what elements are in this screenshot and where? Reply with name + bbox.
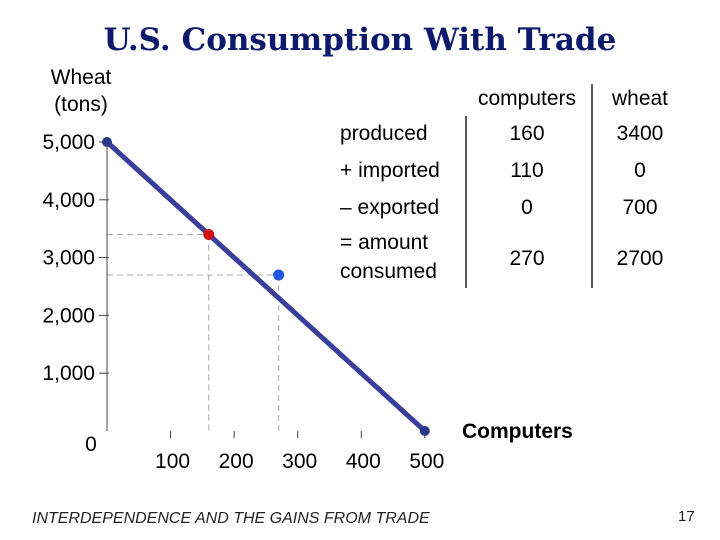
y-ticks: 1,000 2,000 3,000 4,000 5,000 xyxy=(42,131,109,385)
consumption-point xyxy=(273,269,285,281)
row-imported-computers: 110 xyxy=(510,159,543,182)
row-produced-wheat: 3400 xyxy=(617,122,664,145)
y-tick-label: 1,000 xyxy=(42,362,95,385)
row-consumed-label-1: = amount xyxy=(340,231,428,254)
ppf-endpoint-top xyxy=(102,137,112,147)
row-consumed-label-2: consumed xyxy=(340,260,437,283)
guide-lines xyxy=(107,233,280,431)
table-header-wheat: wheat xyxy=(611,87,668,110)
x-axis-label: Computers xyxy=(462,420,573,443)
slide-footer: INTERDEPENDENCE AND THE GAINS FROM TRADE xyxy=(32,510,430,527)
row-consumed-computers: 270 xyxy=(509,247,544,270)
row-produced-label: produced xyxy=(340,122,428,145)
table-header-computers: computers xyxy=(478,87,576,110)
x-tick-label: 100 xyxy=(155,450,190,473)
y-tick-label: 2,000 xyxy=(42,304,95,327)
ppf-line xyxy=(104,139,428,434)
y-axis-label: Wheat (tons) xyxy=(36,64,126,118)
y-axis-label-line-2: (tons) xyxy=(54,93,108,116)
y-tick-label: 3,000 xyxy=(42,247,95,270)
y-axis-label-line-1: Wheat xyxy=(50,66,112,89)
origin-label: 0 xyxy=(85,433,97,456)
x-tick-label: 300 xyxy=(282,450,317,473)
row-imported-wheat: 0 xyxy=(634,159,646,182)
x-tick-label: 400 xyxy=(346,450,381,473)
y-tick-label: 4,000 xyxy=(42,189,95,212)
row-consumed-wheat: 2700 xyxy=(617,247,664,270)
trade-table: computers wheat produced 160 3400 + impo… xyxy=(340,84,668,288)
slide-title: U.S. Consumption With Trade xyxy=(103,22,617,58)
row-exported-label: – exported xyxy=(340,196,439,219)
x-ticks: 100 200 300 400 500 xyxy=(155,431,444,473)
x-tick-label: 500 xyxy=(409,450,444,473)
row-exported-computers: 0 xyxy=(521,196,533,219)
production-point xyxy=(203,228,215,240)
x-tick-label: 200 xyxy=(219,450,254,473)
row-produced-computers: 160 xyxy=(509,122,544,145)
y-tick-label: 5,000 xyxy=(42,131,95,154)
ppf-endpoint-bottom xyxy=(419,426,430,436)
points xyxy=(102,137,430,436)
page-number: 17 xyxy=(678,508,695,525)
row-exported-wheat: 700 xyxy=(622,196,657,219)
row-imported-label: + imported xyxy=(340,159,440,182)
